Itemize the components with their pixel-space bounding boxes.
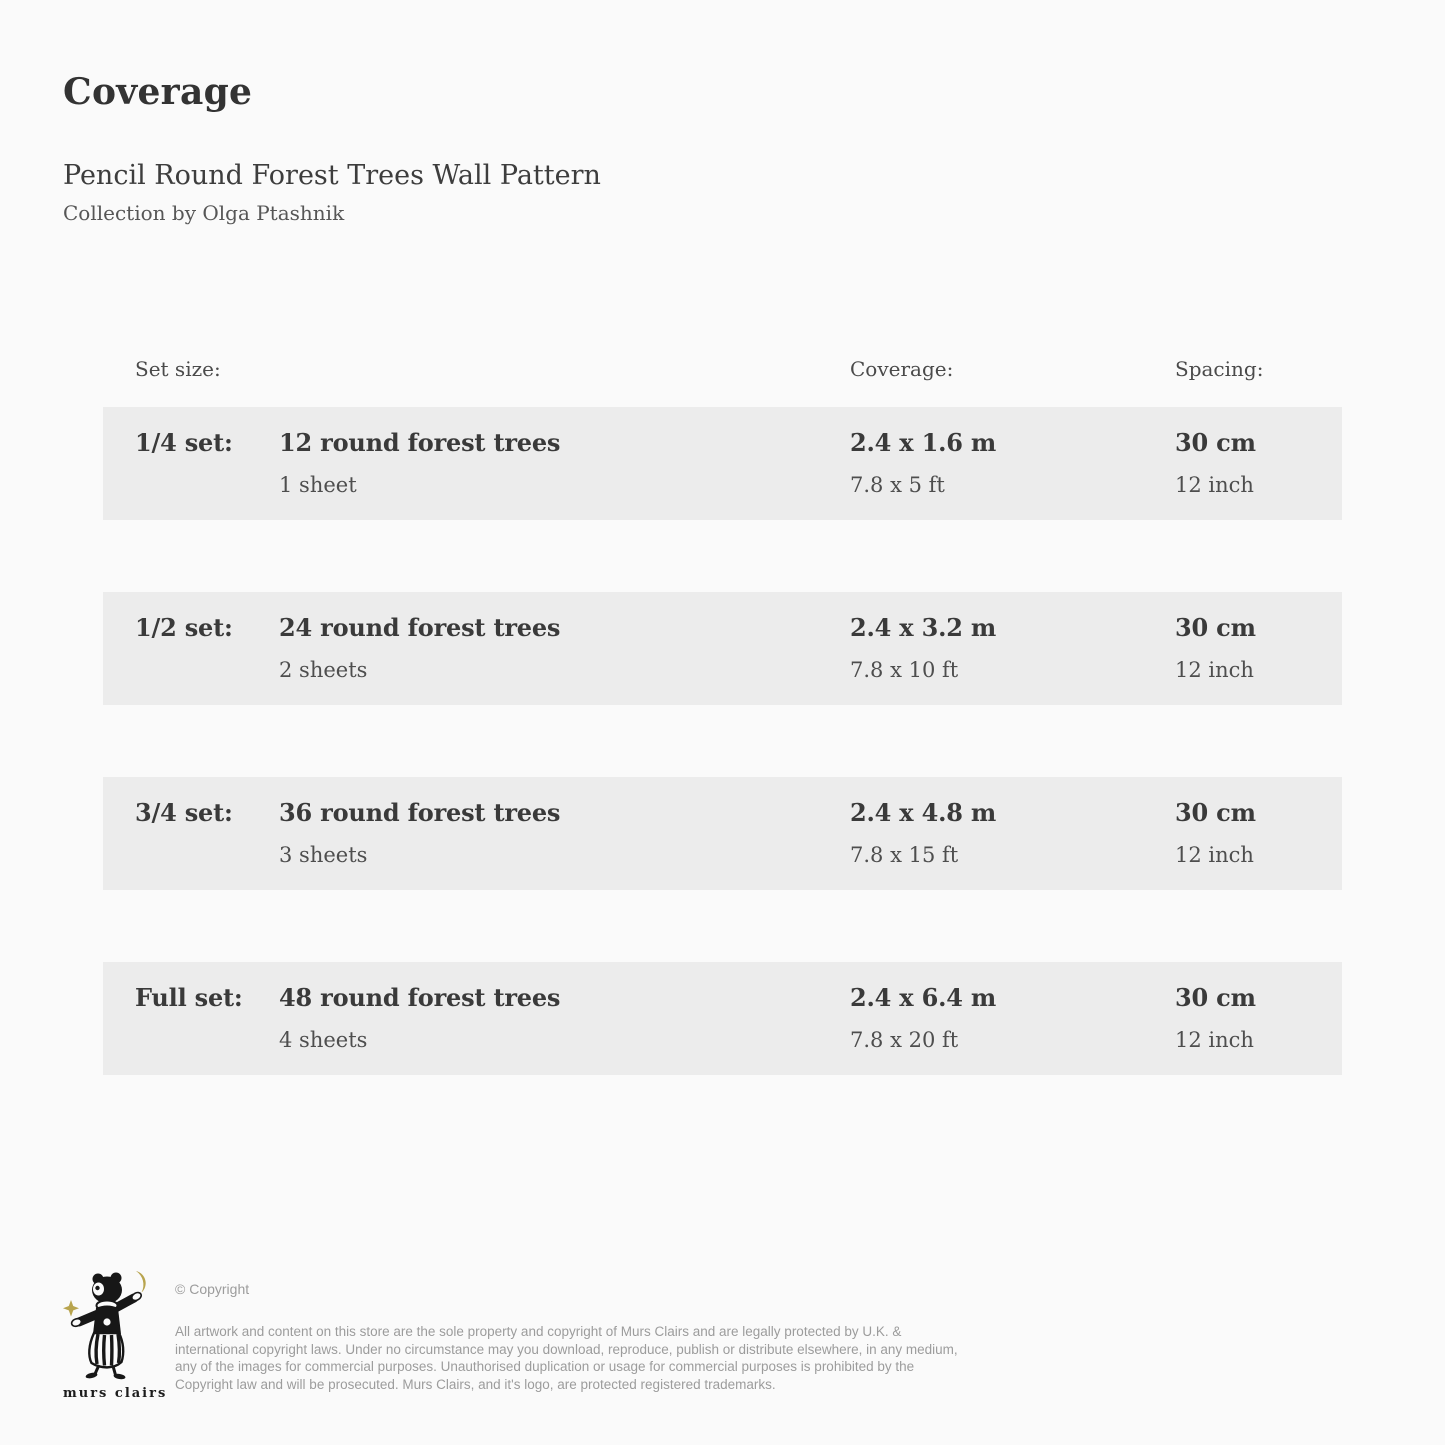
coverage-metric: 2.4 x 4.8 m (850, 798, 997, 827)
moon-icon (136, 1271, 146, 1293)
coverage-metric: 2.4 x 6.4 m (850, 983, 997, 1012)
legal-text: All artwork and content on this store ar… (175, 1324, 958, 1392)
coverage-imperial: 7.8 x 10 ft (850, 658, 959, 682)
column-header-coverage: Coverage: (850, 357, 954, 381)
spacing-metric: 30 cm (1175, 983, 1256, 1012)
page-title: Coverage (63, 71, 253, 113)
copyright-label: © Copyright (175, 1281, 250, 1297)
page-header: Coverage Pencil Round Forest Trees Wall … (63, 72, 601, 226)
spacing-imperial: 12 inch (1175, 843, 1254, 867)
coverage-imperial: 7.8 x 5 ft (850, 473, 945, 497)
coverage-imperial: 7.8 x 15 ft (850, 843, 959, 867)
copyright-block: © Copyright All artwork and content on t… (175, 1268, 967, 1393)
set-size-label: 1/2 set: (135, 613, 233, 642)
spacing-metric: 30 cm (1175, 428, 1256, 457)
murs-clairs-logo: murs clairs (63, 1268, 168, 1401)
collection-byline: Collection by Olga Ptashnik (63, 201, 345, 225)
page-footer: murs clairs © Copyright All artwork and … (63, 1268, 967, 1401)
coverage-metric: 2.4 x 1.6 m (850, 428, 997, 457)
coverage-imperial: 7.8 x 20 ft (850, 1028, 959, 1052)
spacing-imperial: 12 inch (1175, 473, 1254, 497)
set-size-label: 3/4 set: (135, 798, 233, 827)
spacing-metric: 30 cm (1175, 798, 1256, 827)
star-icon (63, 1300, 79, 1317)
coverage-metric: 2.4 x 3.2 m (850, 613, 997, 642)
spacing-metric: 30 cm (1175, 613, 1256, 642)
set-size-label: 1/4 set: (135, 428, 233, 457)
coverage-table: Set size: Coverage: Spacing: 1/4 set: 12… (103, 356, 1342, 1075)
table-row-full-set: Full set: 48 round forest trees 4 sheets… (103, 962, 1342, 1075)
table-column-headers: Set size: Coverage: Spacing: (103, 356, 1342, 382)
set-contents: 36 round forest trees (279, 798, 561, 827)
sheet-count: 1 sheet (279, 473, 357, 497)
table-row-quarter-set: 1/4 set: 12 round forest trees 1 sheet 2… (103, 407, 1342, 520)
spacing-imperial: 12 inch (1175, 1028, 1254, 1052)
set-contents: 24 round forest trees (279, 613, 561, 642)
sheet-count: 3 sheets (279, 843, 368, 867)
product-title: Pencil Round Forest Trees Wall Pattern (63, 160, 601, 191)
logo-wordmark: murs clairs (63, 1386, 168, 1401)
column-header-spacing: Spacing: (1175, 357, 1264, 381)
table-row-three-quarter-set: 3/4 set: 36 round forest trees 3 sheets … (103, 777, 1342, 890)
spacing-imperial: 12 inch (1175, 658, 1254, 682)
set-contents: 12 round forest trees (279, 428, 561, 457)
column-header-set-size: Set size: (135, 357, 221, 381)
table-row-half-set: 1/2 set: 24 round forest trees 2 sheets … (103, 592, 1342, 705)
set-contents: 48 round forest trees (279, 983, 561, 1012)
sheet-count: 4 sheets (279, 1028, 368, 1052)
sheet-count: 2 sheets (279, 658, 368, 682)
logo-character-illustration (63, 1271, 146, 1380)
set-size-label: Full set: (135, 983, 243, 1012)
